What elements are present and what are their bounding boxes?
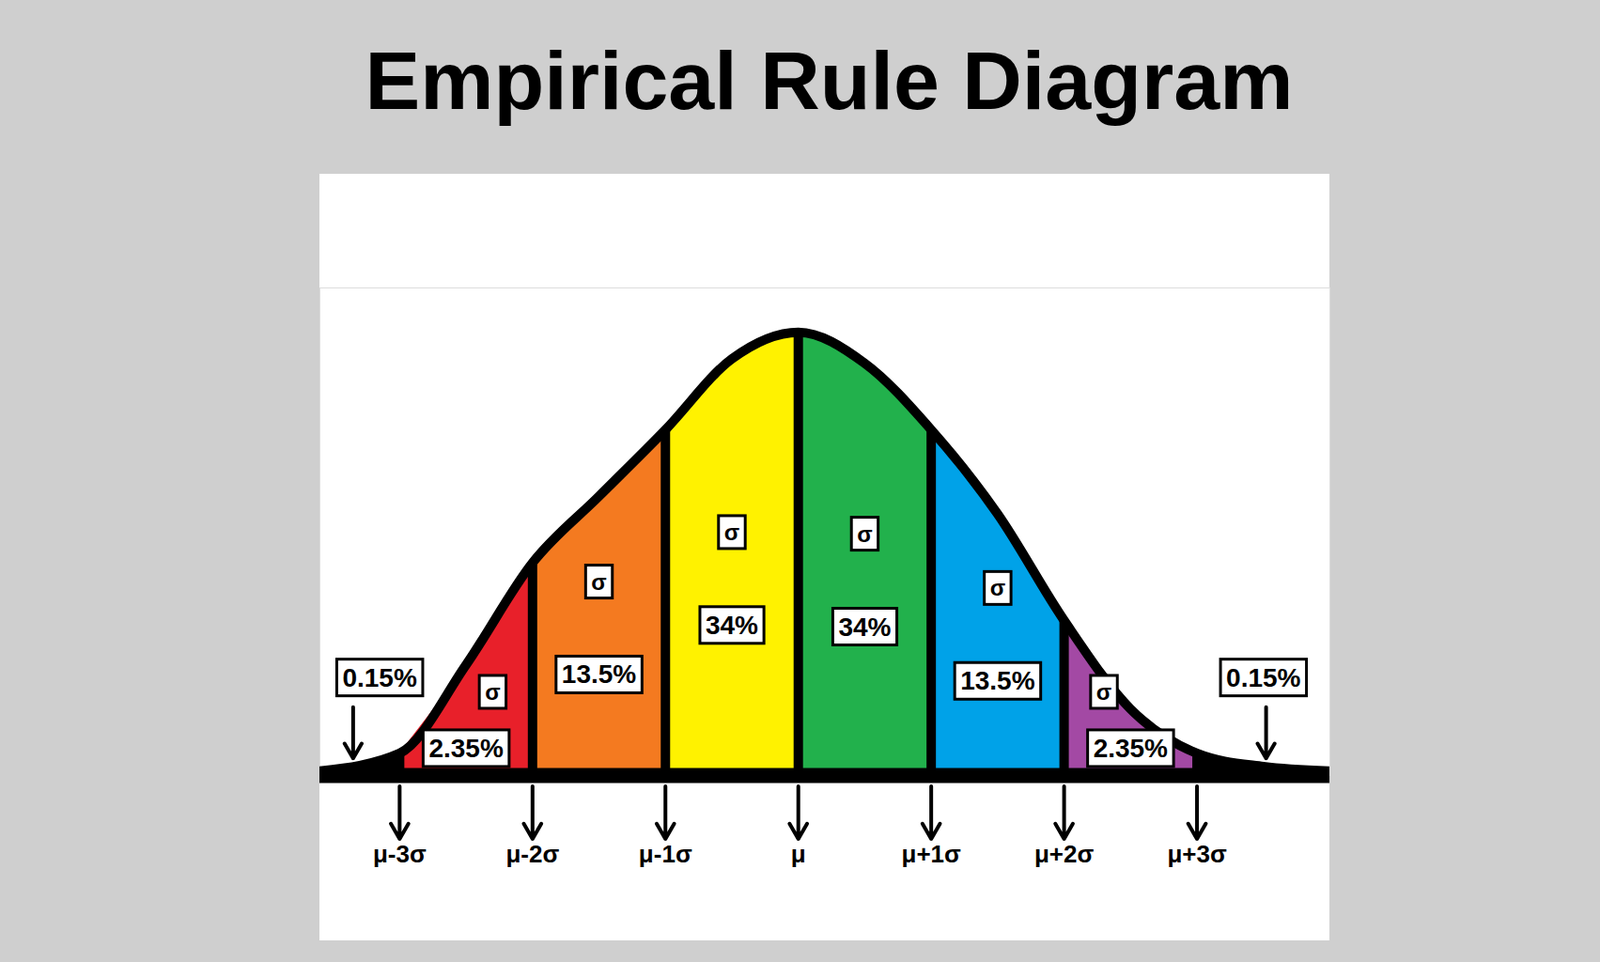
svg-text:μ+1σ: μ+1σ	[900, 839, 962, 869]
svg-text:μ-2σ: μ-2σ	[505, 839, 560, 869]
svg-text:2.35%: 2.35%	[1093, 733, 1168, 763]
svg-text:2.35%: 2.35%	[428, 733, 503, 763]
svg-text:0.15%: 0.15%	[341, 663, 417, 693]
html-text:Empirical Rule Diagram: Empirical Rule Diagram	[365, 33, 1294, 127]
svg-text:σ: σ	[724, 519, 740, 545]
svg-text:μ: μ	[791, 839, 807, 869]
svg-text:σ: σ	[484, 679, 500, 705]
svg-text:μ+3σ: μ+3σ	[1166, 839, 1228, 869]
svg-text:μ-1σ: μ-1σ	[638, 839, 693, 869]
svg-text:34%: 34%	[838, 611, 891, 641]
svg-text:13.5%: 13.5%	[960, 666, 1035, 696]
svg-text:34%: 34%	[705, 610, 759, 640]
svg-text:σ: σ	[590, 569, 606, 595]
svg-text:0.15%: 0.15%	[1226, 663, 1301, 693]
svg-text:μ-3σ: μ-3σ	[372, 839, 427, 869]
svg-text:σ: σ	[856, 521, 872, 547]
svg-text:σ: σ	[1096, 679, 1112, 705]
svg-text:μ+2σ: μ+2σ	[1034, 839, 1095, 869]
svg-text:13.5%: 13.5%	[561, 659, 637, 689]
svg-text:σ: σ	[990, 574, 1006, 601]
